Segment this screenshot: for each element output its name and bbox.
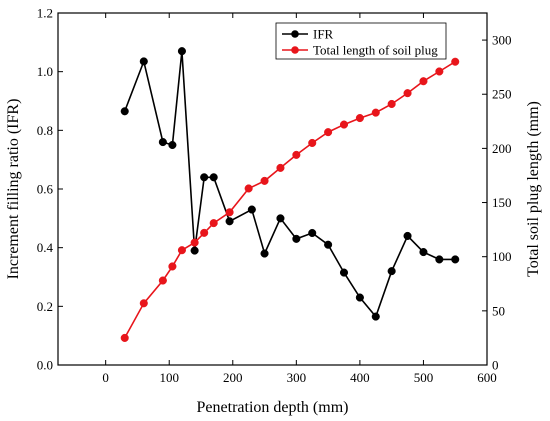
legend-marker bbox=[291, 46, 299, 54]
legend-label: IFR bbox=[313, 27, 334, 42]
data-point bbox=[139, 299, 148, 308]
data-point bbox=[120, 333, 129, 342]
data-point bbox=[139, 57, 148, 66]
x-tick-label: 100 bbox=[159, 370, 179, 385]
data-point bbox=[190, 238, 199, 247]
data-point bbox=[403, 231, 412, 240]
data-point bbox=[200, 173, 209, 182]
data-point bbox=[387, 267, 396, 276]
right-y-tick-label: 50 bbox=[492, 303, 505, 318]
data-point bbox=[177, 47, 186, 56]
data-point bbox=[260, 176, 269, 185]
data-point bbox=[292, 150, 301, 159]
data-point bbox=[244, 184, 253, 193]
data-point bbox=[168, 262, 177, 271]
series-soil-plug-length bbox=[120, 57, 460, 342]
data-point bbox=[177, 246, 186, 255]
data-point bbox=[371, 108, 380, 117]
plot-frame bbox=[57, 12, 488, 366]
x-axis-title: Penetration depth (mm) bbox=[197, 399, 349, 416]
series-layer bbox=[120, 47, 460, 342]
x-tick-label: 200 bbox=[223, 370, 243, 385]
right-y-tick-label: 300 bbox=[492, 33, 512, 48]
data-point bbox=[168, 140, 177, 150]
axes-frame bbox=[57, 12, 488, 366]
axis-ticks: 0 100 200 300 400 500 6000.00.20.40.60.81.01.2… bbox=[37, 6, 512, 386]
data-point bbox=[451, 57, 460, 66]
left-y-tick-label: 0.0 bbox=[37, 358, 53, 373]
data-point bbox=[419, 248, 428, 257]
data-point bbox=[276, 163, 285, 172]
series-line bbox=[123, 61, 456, 339]
data-point bbox=[435, 255, 444, 264]
data-point bbox=[200, 228, 209, 237]
data-point bbox=[292, 234, 301, 243]
left-y-axis-title: Increment filling ratio (IFR) bbox=[5, 99, 22, 280]
legend-item: Total length of soil plug bbox=[282, 43, 438, 58]
data-point bbox=[247, 205, 256, 214]
data-point bbox=[120, 107, 129, 116]
data-point bbox=[355, 114, 364, 123]
legend-box bbox=[275, 22, 447, 60]
left-y-tick-label: 0.4 bbox=[37, 240, 54, 255]
data-point bbox=[387, 99, 396, 109]
data-point bbox=[190, 246, 199, 255]
data-point bbox=[260, 249, 269, 258]
legend-item: IFR bbox=[282, 27, 334, 42]
data-point bbox=[225, 208, 234, 217]
x-tick-label: 300 bbox=[287, 370, 307, 385]
legend-marker bbox=[291, 30, 299, 38]
right-y-axis-title: Total soil plug length (mm) bbox=[525, 101, 542, 277]
left-y-tick-label: 0.6 bbox=[37, 182, 54, 197]
right-y-tick-label: 0 bbox=[492, 358, 499, 373]
left-y-tick-label: 0.8 bbox=[37, 123, 53, 138]
data-point bbox=[225, 217, 234, 226]
data-point bbox=[435, 67, 444, 76]
x-tick-label: 500 bbox=[414, 370, 434, 385]
data-point bbox=[371, 312, 380, 321]
data-point bbox=[209, 173, 218, 182]
data-point bbox=[419, 77, 428, 86]
data-point bbox=[403, 89, 412, 98]
data-point bbox=[209, 219, 218, 228]
x-tick-label: 400 bbox=[350, 370, 370, 385]
data-point bbox=[308, 138, 317, 148]
right-y-tick-label: 200 bbox=[492, 141, 512, 156]
data-point bbox=[324, 128, 333, 137]
data-point bbox=[451, 255, 460, 264]
x-tick-label: 0 bbox=[102, 370, 109, 385]
data-point bbox=[158, 276, 167, 285]
legend-label: Total length of soil plug bbox=[313, 43, 438, 58]
left-y-tick-label: 0.2 bbox=[37, 299, 53, 314]
data-point bbox=[339, 120, 349, 129]
left-y-tick-label: 1.0 bbox=[37, 64, 53, 79]
data-point bbox=[276, 214, 285, 223]
data-point bbox=[355, 293, 364, 302]
data-point bbox=[158, 138, 167, 147]
right-y-tick-label: 250 bbox=[492, 87, 512, 102]
data-point bbox=[339, 268, 349, 277]
right-y-tick-label: 100 bbox=[492, 249, 512, 264]
data-point bbox=[308, 228, 317, 238]
data-point bbox=[324, 240, 333, 249]
right-y-tick-label: 150 bbox=[492, 195, 512, 210]
series-ifr bbox=[120, 47, 460, 321]
x-tick-label: 600 bbox=[477, 370, 497, 385]
left-y-tick-label: 1.2 bbox=[37, 6, 53, 21]
